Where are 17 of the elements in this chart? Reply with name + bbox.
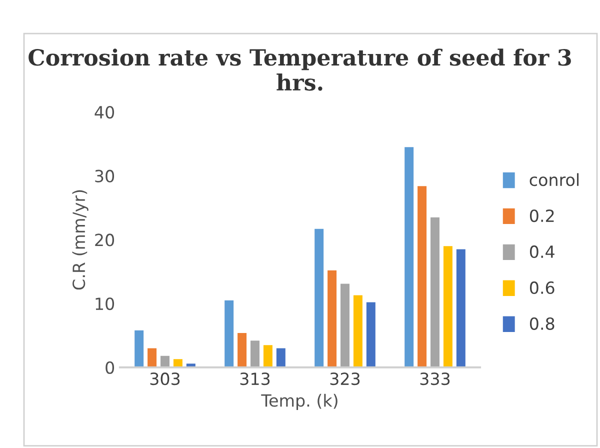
chart-title: Corrosion rate vs Temperature of seed for 3 hrs.: [28, 48, 571, 91]
legend-label: 0.2: [530, 209, 554, 222]
y-tick-label: 0: [106, 361, 114, 374]
x-axis-title: Temp. (k): [261, 394, 338, 410]
x-tick-label: 333: [420, 372, 450, 386]
x-tick-label: 303: [150, 372, 180, 386]
y-axis-title: C.R (mm/yr): [72, 190, 88, 290]
legend-label: 0.4: [530, 245, 554, 258]
legend-label: 0.8: [530, 317, 554, 330]
x-tick-label: 323: [330, 372, 360, 386]
legend-label: 0.6: [530, 281, 554, 294]
y-tick-label: 40: [94, 106, 114, 119]
y-tick-label: 10: [96, 297, 114, 310]
x-tick-label: 313: [240, 372, 270, 386]
y-tick-label: 20: [95, 234, 114, 246]
y-tick-label: 30: [95, 170, 114, 182]
legend-label: conrol: [530, 173, 579, 186]
